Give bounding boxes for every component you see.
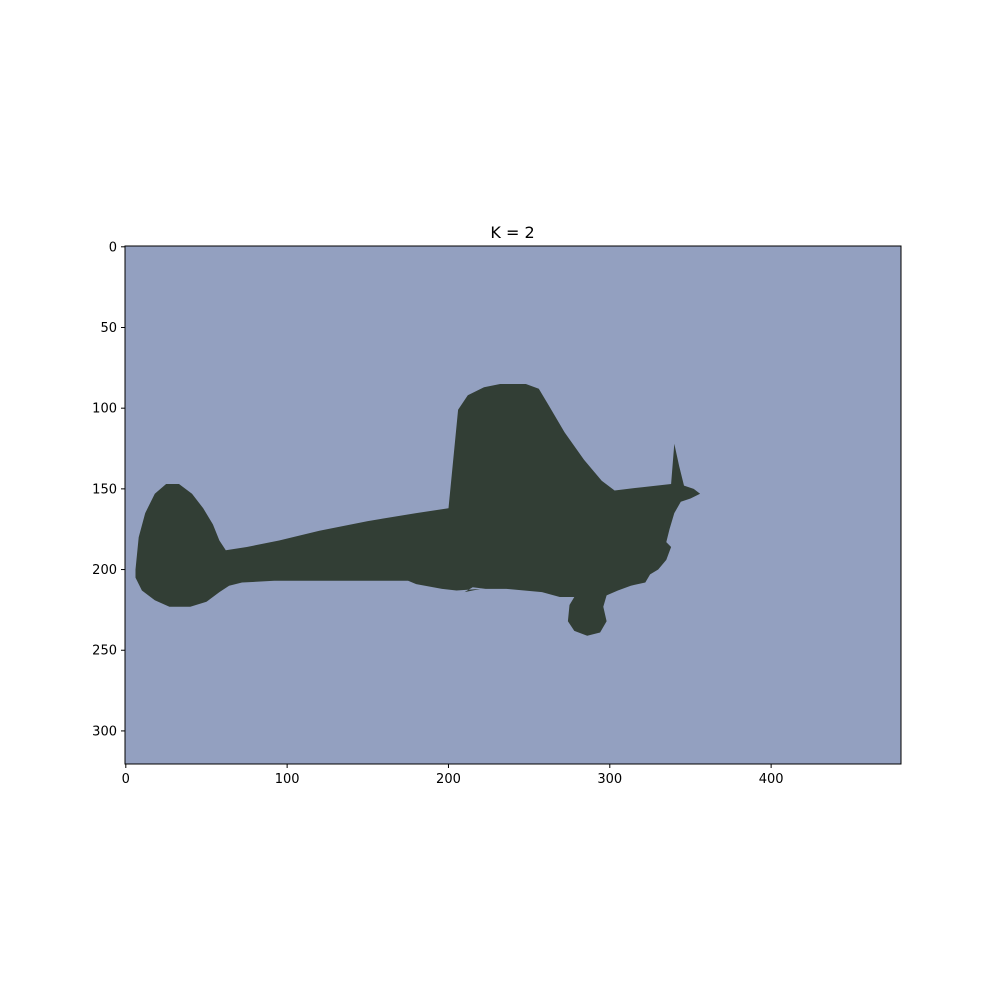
y-tick-label: 50	[100, 321, 117, 336]
y-tick-label: 300	[92, 724, 117, 739]
y-tick-label: 250	[92, 644, 117, 659]
x-tick-label: 100	[275, 772, 300, 787]
x-tick-label: 200	[436, 772, 461, 787]
y-tick-label: 200	[92, 563, 117, 578]
y-tick-label: 150	[92, 482, 117, 497]
airplane-cluster-region	[135, 384, 701, 636]
x-tick-label: 0	[122, 772, 130, 787]
y-tick-label: 0	[109, 240, 117, 255]
x-tick-label: 300	[597, 772, 622, 787]
y-tick-label: 100	[92, 402, 117, 417]
axes-frame	[124, 245, 902, 765]
x-tick-label: 400	[759, 772, 784, 787]
y-axis: 0 50 100 150 200 250 300	[92, 240, 125, 739]
chart-title: K = 2	[490, 223, 534, 242]
x-axis: 0 100 200 300 400	[122, 764, 784, 787]
